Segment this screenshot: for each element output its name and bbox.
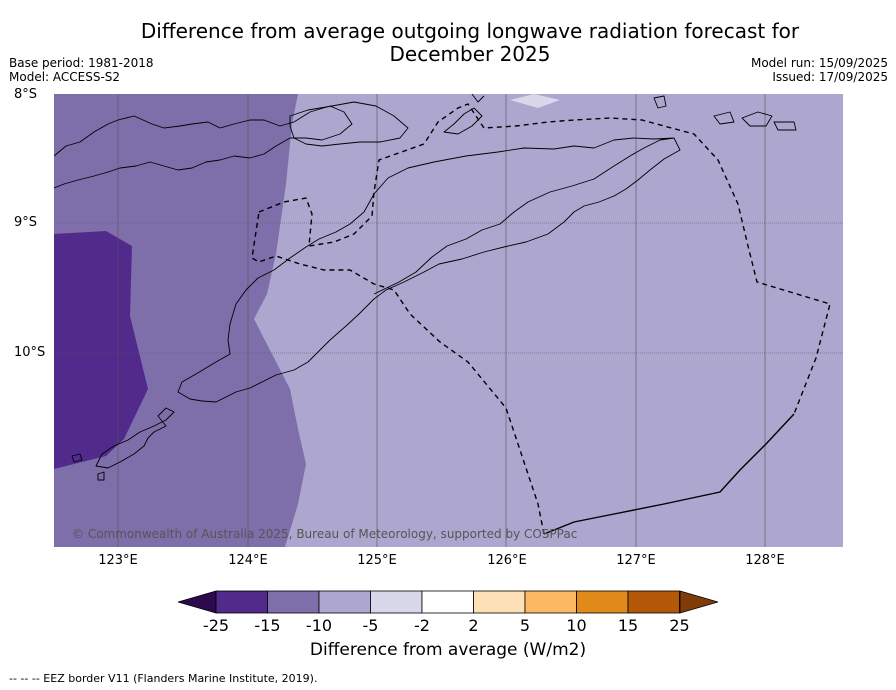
colorbar <box>178 590 718 614</box>
colorbar-cell <box>627 590 680 614</box>
colorbar-tick-label: 2 <box>468 616 479 635</box>
small-island-5 <box>471 94 485 103</box>
lat-label-8s: 8°S <box>14 87 38 102</box>
lon-label-124e: 124°E <box>228 553 268 568</box>
eez-border-west <box>251 211 545 535</box>
model-run: Model run: 15/09/2025 <box>750 56 888 70</box>
lon-label-123e: 123°E <box>98 553 138 568</box>
colorbar-tick-label: 5 <box>519 616 531 635</box>
sawu-island-coast <box>71 453 83 463</box>
lon-label-127e: 127°E <box>616 553 656 568</box>
meta-left: Base period: 1981-2018 Model: ACCESS-S2 <box>9 56 154 84</box>
eez-border <box>251 103 831 535</box>
model-name: Model: ACCESS-S2 <box>9 70 121 84</box>
colorbar-tick-label: 10 <box>566 616 587 635</box>
colorbar-under-arrow <box>178 590 217 614</box>
lon-label-125e: 125°E <box>357 553 397 568</box>
copyright-notice: © Commonwealth of Australia 2025, Bureau… <box>72 527 577 541</box>
eez-border-north <box>258 103 831 415</box>
lon-label-126e: 126°E <box>487 553 527 568</box>
colorbar-tick-label: 15 <box>617 616 639 635</box>
anomaly-band-minus5-minus2 <box>510 94 560 108</box>
colorbar-cell <box>267 590 320 614</box>
lat-label-10s: 10°S <box>14 345 46 360</box>
colorbar-cell <box>524 590 577 614</box>
colorbar-cell <box>576 590 629 614</box>
wetar-island-coast <box>443 107 483 135</box>
colorbar-tick-label: 25 <box>669 616 690 635</box>
title-line-1: Difference from average outgoing longwav… <box>140 19 800 43</box>
small-island-4 <box>773 121 797 131</box>
eez-border-south <box>543 413 795 535</box>
lat-label-9s: 9°S <box>14 215 38 230</box>
colorbar-cell <box>215 590 268 614</box>
colorbar-tick-label: -15 <box>254 616 281 635</box>
title-line-2: December 2025 <box>389 42 551 66</box>
colorbar-cell <box>318 590 371 614</box>
colorbar-cell <box>421 590 474 614</box>
timor-island-coast <box>177 137 681 403</box>
colorbar-cells <box>215 590 680 614</box>
small-island-2 <box>713 111 735 125</box>
chart-title: Difference from average outgoing longwav… <box>90 20 850 66</box>
rote-island-coast <box>95 407 175 469</box>
small-island-1 <box>653 95 667 109</box>
issued-date: Issued: 17/09/2025 <box>772 70 888 84</box>
coastlines <box>54 94 797 481</box>
colorbar-cell <box>370 590 423 614</box>
colorbar-tick-label: -25 <box>202 616 230 635</box>
anomaly-band-lt-minus15 <box>54 231 148 469</box>
map-panel: © Commonwealth of Australia 2025, Bureau… <box>54 94 843 547</box>
lon-label-128e: 128°E <box>745 553 785 568</box>
footnote: -- -- -- EEZ border V11 (Flanders Marine… <box>9 672 318 685</box>
alor-island-coast <box>289 101 409 147</box>
colorbar-tick-label: -5 <box>362 616 379 635</box>
colorbar-title: Difference from average (W/m2) <box>309 640 587 660</box>
colorbar-over-arrow <box>679 590 718 614</box>
colorbar-tick-label: -10 <box>305 616 333 635</box>
colorbar-cell <box>473 590 526 614</box>
meta-right: Model run: 15/09/2025 Issued: 17/09/2025 <box>751 56 888 84</box>
small-island-3 <box>741 111 773 127</box>
colorbar-tick-label: -2 <box>414 616 430 635</box>
flores-coast <box>54 105 353 189</box>
ndao-island-coast <box>97 471 105 481</box>
base-period: Base period: 1981-2018 <box>9 56 154 70</box>
